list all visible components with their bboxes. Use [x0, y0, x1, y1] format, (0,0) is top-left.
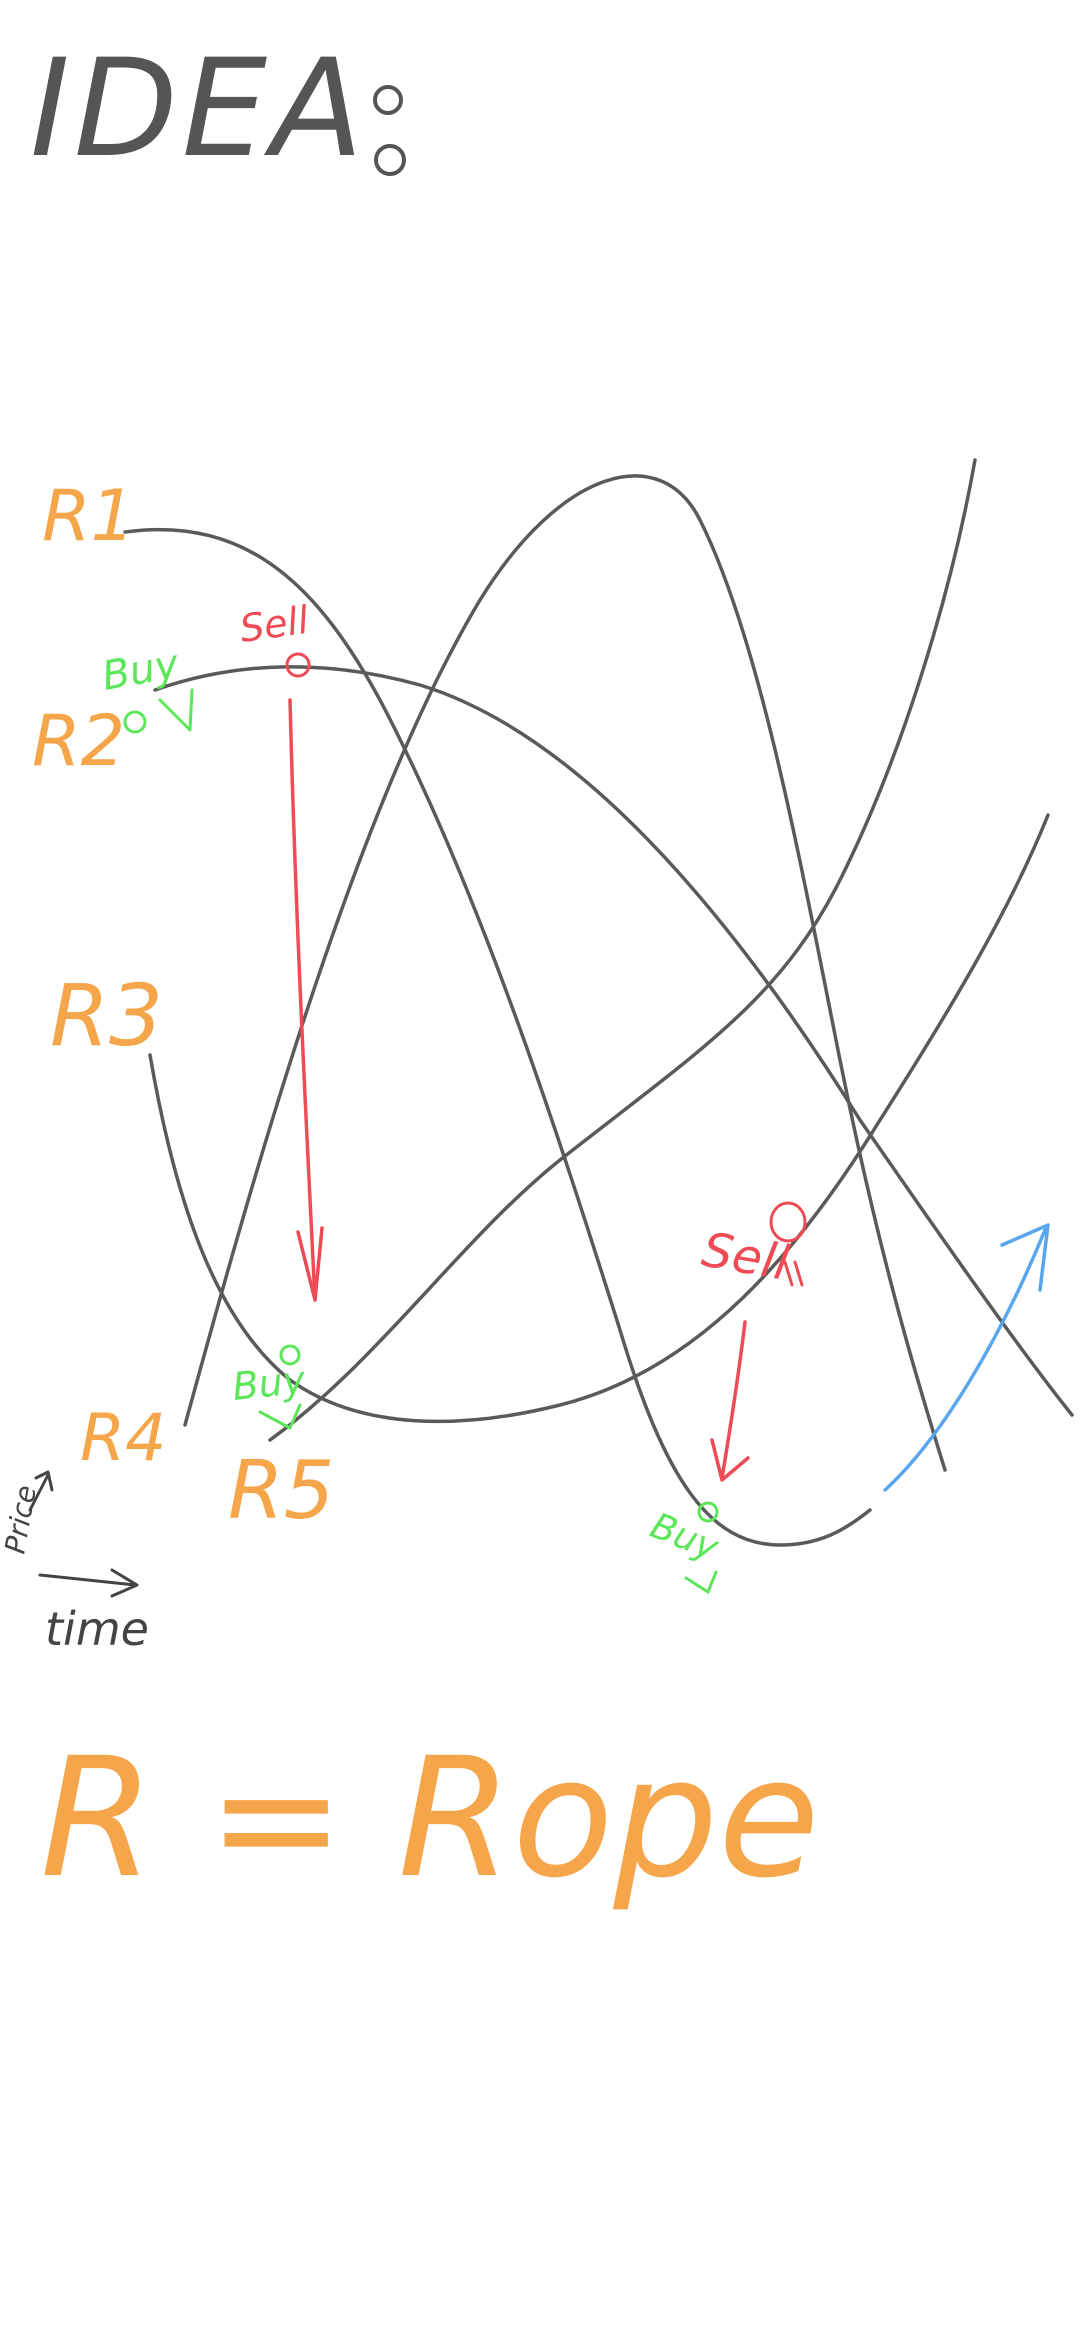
sell-marker-1	[285, 652, 311, 678]
sell-signal-1: Sell	[237, 598, 324, 1302]
buy-check-3	[684, 1570, 718, 1594]
rope-curves	[123, 458, 1074, 1547]
sell-label-2: Sell	[698, 1222, 794, 1292]
buy-marker-2	[279, 1344, 301, 1366]
buy-marker-3	[697, 1501, 719, 1523]
rope-label-r5: R5	[228, 1444, 334, 1537]
buy-check-2	[258, 1403, 302, 1430]
rope-labels: R1 R2 R3 R4 R5	[32, 475, 334, 1537]
title-group: IDEA	[30, 30, 406, 187]
legend-definition: R = Rope	[40, 1722, 820, 1914]
sell-marker-2	[769, 1201, 807, 1243]
trend-arrowhead	[1000, 1223, 1050, 1292]
title-colon-dot-top	[373, 85, 403, 115]
axes-legend: Price time	[0, 1470, 149, 1656]
price-axis-arrow	[28, 1470, 54, 1512]
buy-marker-1	[123, 710, 147, 734]
sell-tick-2	[783, 1260, 804, 1287]
buy-signal-2: Buy	[230, 1344, 308, 1430]
rope-line-r3	[148, 813, 1050, 1424]
rope-label-r2: R2	[32, 700, 125, 782]
buy-label-1: Buy	[99, 641, 184, 700]
title-colon-dot-bottom	[374, 144, 406, 176]
sell-arrowhead-2	[710, 1438, 750, 1482]
sell-arrow-2	[720, 1320, 747, 1480]
trend-arrow	[883, 1223, 1050, 1492]
rope-line-r4	[183, 474, 947, 1472]
buy-label-3: Buy	[645, 1505, 725, 1569]
sell-arrow-1	[288, 698, 317, 1302]
rope-label-r4: R4	[80, 1401, 167, 1476]
time-axis-arrow	[38, 1568, 139, 1598]
rope-line-r2	[153, 665, 1074, 1417]
rope-label-r3: R3	[50, 967, 163, 1066]
time-axis-label: time	[45, 1602, 149, 1656]
buy-label-2: Buy	[230, 1358, 307, 1409]
title-text: IDEA	[30, 30, 367, 187]
rope-label-r1: R1	[42, 475, 135, 557]
trend-arrow-line	[883, 1228, 1047, 1492]
sell-label-1: Sell	[237, 598, 312, 651]
rope-line-r5	[268, 458, 977, 1442]
sell-arrowhead-1	[296, 1226, 324, 1302]
buy-check-1	[158, 688, 194, 732]
sell-signal-2: Sell	[698, 1201, 807, 1482]
price-axis-label: Price	[0, 1483, 43, 1556]
rope-line-r1	[123, 527, 872, 1547]
